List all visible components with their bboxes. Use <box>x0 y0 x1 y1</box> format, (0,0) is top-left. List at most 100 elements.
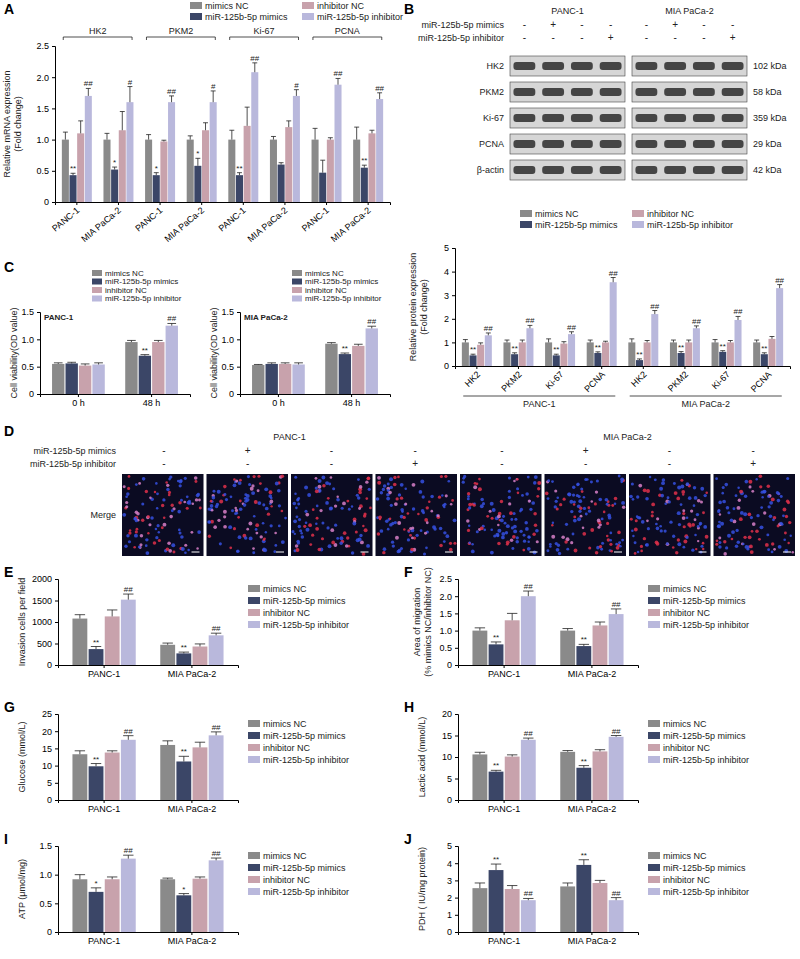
cell-dot <box>321 476 325 480</box>
significance: # <box>128 78 133 87</box>
cell-dot <box>179 479 182 482</box>
blot-strip <box>510 108 625 128</box>
image-tile <box>545 474 627 556</box>
cell-dot <box>135 530 138 533</box>
error-cap <box>54 362 63 363</box>
cell-dot <box>632 535 634 537</box>
x-axis: 0 h48 h <box>241 394 391 408</box>
cell-dot <box>462 481 465 484</box>
cell-dot <box>643 488 647 492</box>
x-tick: PKM2 <box>666 366 690 394</box>
legend-swatch <box>92 287 102 293</box>
legend-label: miR-125b-5p inhibitor <box>647 220 733 230</box>
cell-dot <box>424 532 427 535</box>
cell-dot <box>311 534 314 537</box>
bar <box>145 140 152 202</box>
condition-sign: - <box>500 445 503 456</box>
bar <box>105 616 120 665</box>
cell-dot <box>239 507 243 511</box>
cell-dot <box>332 487 335 490</box>
y-tick: 2 <box>444 314 455 324</box>
bar <box>66 363 78 394</box>
cell-dot <box>388 491 392 495</box>
legend-label: miR-125b-5p inhibitor <box>663 887 749 897</box>
error-cap <box>475 752 485 753</box>
error-cap <box>267 362 276 363</box>
y-tick-mark <box>455 880 458 881</box>
cell-dot <box>223 510 227 514</box>
cell-dot <box>393 483 397 487</box>
cell-dot <box>148 523 151 526</box>
cell-dot <box>390 486 393 489</box>
cell-dot <box>580 487 583 490</box>
legend-label: inhibitor NC <box>663 608 711 618</box>
scale-bar <box>614 552 622 553</box>
cell-dot <box>244 536 247 539</box>
cell-dot <box>254 500 258 504</box>
cell-dot <box>573 515 576 518</box>
legend-label: inhibitor NC <box>317 1 365 11</box>
cell-dot <box>274 544 277 547</box>
bar <box>72 619 87 665</box>
cell-dot <box>145 538 148 541</box>
significance: ** <box>512 344 518 353</box>
cell-dot <box>467 497 470 500</box>
cell-dot <box>168 494 171 497</box>
y-tick-label: 20 <box>442 709 452 719</box>
y-tick-label: 1000 <box>32 617 52 627</box>
cell-dot <box>257 489 260 492</box>
x-tick-label: 0 h <box>72 398 85 408</box>
annotations: *********############# <box>70 54 385 173</box>
cell-dot <box>462 477 465 480</box>
y-tick: 2.0 <box>36 73 55 83</box>
cell-dot <box>527 540 529 542</box>
cell-dot <box>358 491 362 495</box>
cell-dot <box>631 529 634 532</box>
x-tick-label: MIA PaCa-2 <box>168 936 217 946</box>
cell-dot <box>380 491 383 494</box>
y-tick-mark <box>455 779 458 780</box>
bar <box>470 355 477 366</box>
significance: * <box>196 149 199 158</box>
y-tick: 0 <box>229 389 240 399</box>
y-tick-label: 4 <box>444 267 449 277</box>
cell-dot <box>522 549 525 552</box>
cell-dot <box>139 546 142 549</box>
cell-dot <box>649 476 651 478</box>
bar <box>472 888 487 932</box>
cell-dot <box>672 535 675 538</box>
cell-dot <box>547 479 550 482</box>
cell-dot <box>772 518 775 521</box>
cell-dot <box>348 508 351 511</box>
blot-band <box>542 114 564 122</box>
x-axis-line <box>59 933 239 936</box>
condition-sign: - <box>580 32 583 43</box>
y-tick-mark <box>55 903 58 904</box>
legend-label: inhibitor NC <box>647 209 695 219</box>
cell-dot <box>343 531 347 535</box>
error-cap <box>629 338 634 339</box>
error-bar <box>715 340 716 343</box>
cell-dot <box>168 549 172 553</box>
image-background <box>545 474 627 556</box>
cell-dot <box>134 516 138 520</box>
bar <box>576 646 591 665</box>
significance: ## <box>692 317 701 326</box>
error-bar <box>128 736 129 740</box>
cell-dot <box>537 481 541 485</box>
bar <box>293 96 300 202</box>
blot-band <box>542 166 564 174</box>
cell-dot <box>423 552 426 555</box>
cell-dot <box>513 512 516 515</box>
cell-dot <box>693 504 696 507</box>
significance: ## <box>567 323 576 332</box>
y-tick: 1.0 <box>221 335 240 345</box>
y-tick: 20 <box>442 709 458 719</box>
cell-dot <box>145 551 149 555</box>
legend-swatch <box>648 756 660 763</box>
cell-dot <box>411 526 414 529</box>
cell-dot <box>491 517 494 520</box>
y-tick-mark <box>455 863 458 864</box>
x-axis: PANC-1MIA PaCa-2 <box>59 932 239 946</box>
cell-dot <box>365 497 368 500</box>
